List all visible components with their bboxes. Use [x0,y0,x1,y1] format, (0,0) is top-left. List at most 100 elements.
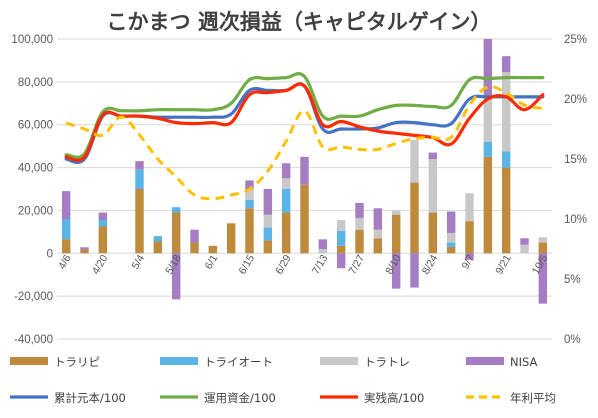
bar [538,253,548,304]
x-tick-label: 8/10 [383,253,404,277]
x-tick-label: 7/13 [310,253,331,277]
bar [318,239,328,249]
bar [98,226,108,254]
bar [135,161,144,170]
bar [483,39,493,99]
bar [391,210,401,215]
legend-swatch [466,357,504,365]
bar [98,212,108,221]
bar [80,247,89,250]
bar [263,227,273,241]
bar [446,242,456,247]
bar [281,189,291,213]
bar [483,99,493,142]
bar [336,253,346,269]
bar [501,56,511,73]
legend-swatch [160,357,198,365]
legend-label: 運用資金/100 [204,391,276,405]
bar [80,249,89,254]
bar [135,189,144,254]
y2-tick-label: 10% [564,214,587,226]
bar [171,207,181,213]
bar [391,253,401,289]
bar [336,230,346,246]
x-tick-label: 6/29 [273,253,294,277]
bar [465,253,474,260]
bar-series [61,39,548,304]
bar [336,220,346,231]
x-tick-label: 4/6 [56,253,74,272]
legend: トラリピ トライオート トラトレ NISA 累計元本/100 運用資金/100 実残高/10… [10,355,556,405]
bar [410,182,419,254]
bar [446,232,456,243]
bar [483,156,493,254]
series-line [64,82,545,164]
bar [300,156,309,185]
bar [190,229,199,243]
x-tick-label: 7/27 [346,253,367,277]
bar [171,212,181,254]
bar [373,229,383,239]
bar [318,249,328,254]
bar [190,242,199,254]
bar [281,163,291,179]
bar [208,245,218,254]
legend-label: トラトレ [364,355,410,369]
x-tick-label: 9/21 [493,253,514,277]
y2-axis-labels: 25% 20% 15% 10% 5% 0% [564,34,587,346]
y-tick-label: 40,000 [18,163,53,175]
y-tick-label: 20,000 [18,205,53,217]
bar [391,214,401,254]
bar [226,223,236,254]
y2-tick-label: 0% [564,334,581,346]
bar [61,219,71,240]
x-tick-label: 6/15 [236,253,257,277]
x-tick-label: 9/7 [459,253,477,272]
x-axis-labels: 4/6 4/20 5/4 5/18 6/1 6/15 6/29 7/13 7/27 8/10 8/2… [56,253,550,277]
bar [355,202,364,218]
bar [281,212,291,254]
bar [98,220,108,227]
bar [135,169,144,189]
bar [245,208,254,254]
series-line [65,84,544,201]
y-tick-label: 60,000 [18,120,53,132]
x-tick-label: 10/5 [530,253,551,277]
y2-tick-label: 20% [564,94,587,106]
bar [300,184,309,254]
bar [245,189,254,200]
bar [373,208,383,230]
legend-label: NISA [510,355,538,369]
bar [520,238,529,245]
legend-label: 実残高/100 [364,391,424,405]
bar [520,244,529,254]
bar [245,199,254,209]
legend-swatch [10,357,48,365]
bar [263,240,273,254]
legend-label: 年利平均 [510,391,556,405]
bar [501,167,511,254]
x-tick-label: 8/24 [420,253,441,277]
bar [355,229,364,254]
y2-tick-label: 15% [564,154,587,166]
bar [153,236,163,242]
bar [281,178,291,189]
x-tick-label: 5/4 [129,253,147,272]
y2-tick-label: 25% [564,34,587,46]
bar [263,189,273,215]
bar [263,214,273,228]
series-line [64,82,545,162]
bar [428,212,438,254]
bar [483,141,493,157]
chart-title: こかまつ 週次損益（キャピタルゲイン） [107,10,492,34]
bar [446,211,456,233]
bar [501,72,511,152]
bar [501,151,511,168]
y-tick-label: 100,000 [11,34,53,46]
bar [538,242,548,254]
legend-label: 累計元本/100 [54,391,126,405]
x-tick-label: 5/18 [163,253,184,277]
bar [153,241,163,254]
bar [538,237,548,243]
